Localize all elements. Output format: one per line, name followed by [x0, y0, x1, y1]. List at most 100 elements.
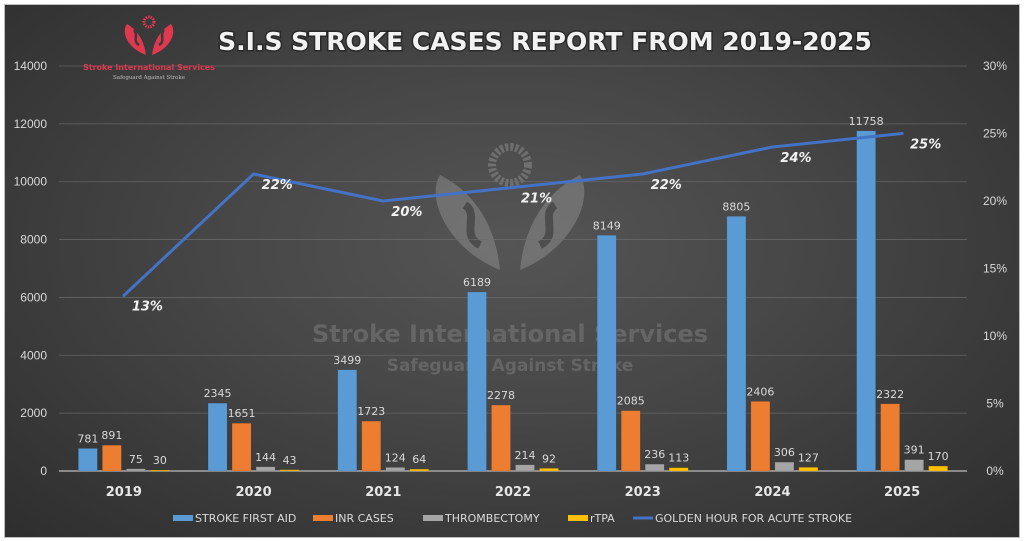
right-axis-tick: 10% [983, 329, 1007, 343]
x-axis-category: 2023 [625, 485, 661, 500]
bar-data-label: 6189 [463, 276, 491, 289]
left-axis-tick: 6000 [20, 290, 47, 304]
bar-data-label: 3499 [333, 354, 361, 367]
bar-data-label: 30 [153, 454, 167, 467]
bar-rtpa [539, 468, 559, 472]
bar-data-label: 144 [255, 451, 276, 464]
bar-thrombectomy [904, 459, 924, 472]
line-point [381, 199, 385, 203]
bar-data-label: 781 [77, 432, 98, 445]
line-data-label: 25% [910, 138, 941, 153]
right-axis: 0% 5% 10% 15% 20% 25% 30% [983, 59, 1007, 478]
line-point [641, 172, 645, 176]
bar-stroke-first-aid [78, 448, 98, 472]
bar-data-label: 64 [412, 453, 426, 466]
bar-data-label: 8149 [593, 219, 621, 232]
right-axis-tick: 30% [983, 59, 1007, 73]
line-data-label: 22% [651, 178, 682, 193]
right-axis-tick: 0% [986, 464, 1004, 478]
bar-data-label: 1651 [228, 407, 256, 420]
line-series [122, 132, 904, 297]
bar-inr-cases [880, 403, 900, 472]
chart-canvas: Stroke International Services Safeguard … [14, 15, 1007, 525]
x-axis-category: 2024 [754, 485, 790, 500]
brand-logo-name: Stroke International Services [83, 63, 215, 72]
gridlines [59, 65, 967, 472]
legend-label: rTPA [590, 512, 615, 525]
left-axis-tick: 0 [40, 464, 47, 478]
x-axis-category: 2020 [235, 485, 271, 500]
bar-thrombectomy [644, 463, 665, 472]
bar-data-label: 43 [283, 454, 297, 467]
bar-data-label: 8805 [722, 200, 750, 213]
x-axis-category: 2025 [884, 485, 920, 500]
bar-rtpa [409, 468, 430, 472]
line-point [770, 145, 774, 149]
bar-data-label: 92 [542, 452, 556, 465]
left-axis-tick: 2000 [20, 406, 47, 420]
line-point [511, 186, 515, 189]
bar-rtpa [798, 467, 819, 472]
left-axis-tick: 14000 [14, 59, 48, 73]
bar-series [78, 130, 948, 472]
bar-rtpa [279, 469, 300, 472]
line-data-label: 13% [132, 300, 163, 315]
bar-rtpa [150, 469, 170, 472]
legend-swatch [568, 515, 588, 521]
left-axis-tick: 4000 [20, 348, 47, 362]
left-axis-tick: 12000 [14, 117, 48, 131]
watermark-logo-icon [435, 143, 585, 270]
bar-rtpa [668, 467, 689, 472]
bar-stroke-first-aid [467, 291, 487, 472]
bar-data-labels: 781 891 75 30 2345 1651 144 43 3499 1723 124 64 6189… [77, 115, 948, 467]
left-axis-tick: 8000 [20, 233, 47, 247]
brand-logo-tagline: Safeguard Against Stroke [113, 75, 185, 81]
bar-inr-cases [620, 410, 641, 472]
bar-stroke-first-aid [337, 369, 358, 472]
legend-swatch [173, 515, 193, 521]
bar-inr-cases [231, 422, 252, 472]
x-axis-category: 2019 [106, 485, 142, 500]
line-data-label: 20% [391, 205, 422, 220]
legend-label: GOLDEN HOUR FOR ACUTE STROKE [655, 512, 852, 525]
bar-data-label: 124 [385, 451, 406, 464]
bar-data-label: 113 [668, 452, 689, 465]
x-axis-category: 2021 [365, 485, 401, 500]
bar-data-label: 1723 [357, 405, 385, 418]
bar-inr-cases [750, 401, 771, 472]
bar-data-label: 11758 [849, 115, 884, 128]
bar-thrombectomy [385, 467, 406, 472]
bar-data-label: 236 [644, 448, 665, 461]
bar-stroke-first-aid [726, 216, 747, 472]
line-data-label: 24% [780, 151, 811, 166]
bar-data-label: 2345 [204, 387, 232, 400]
bar-data-label: 2322 [876, 388, 904, 401]
bar-data-label: 891 [101, 429, 122, 442]
bar-data-label: 306 [774, 446, 795, 459]
bar-data-label: 2406 [746, 385, 774, 398]
bar-thrombectomy [515, 464, 535, 472]
line-data-labels: 13% 22% 20% 21% 22% 24% 25% [132, 138, 941, 315]
bar-stroke-first-aid [856, 130, 876, 472]
right-axis-tick: 20% [983, 194, 1007, 208]
line-point [252, 172, 256, 176]
bar-stroke-first-aid [596, 235, 617, 472]
legend-label: STROKE FIRST AID [195, 512, 296, 525]
bar-inr-cases [102, 444, 122, 472]
left-axis: 0 2000 4000 6000 8000 10000 12000 14000 [14, 59, 48, 478]
bar-rtpa [928, 465, 948, 472]
bar-data-label: 2278 [487, 389, 515, 402]
legend-swatch [313, 515, 333, 521]
left-axis-tick: 10000 [14, 175, 48, 189]
legend-label: THROMBECTOMY [444, 512, 540, 525]
chart-title: S.I.S STROKE CASES REPORT FROM 2019-2025 [218, 27, 872, 56]
line-point [900, 132, 904, 135]
x-axis-category: 2022 [495, 485, 531, 500]
line-point [122, 294, 126, 297]
bar-inr-cases [361, 420, 382, 472]
right-axis-tick: 15% [983, 262, 1007, 276]
watermark-name: Stroke International Services [312, 320, 708, 348]
x-axis-categories: 2019 2020 2021 2022 2023 2024 2025 [106, 485, 920, 500]
bar-data-label: 75 [129, 453, 143, 466]
bar-data-label: 214 [515, 449, 536, 462]
